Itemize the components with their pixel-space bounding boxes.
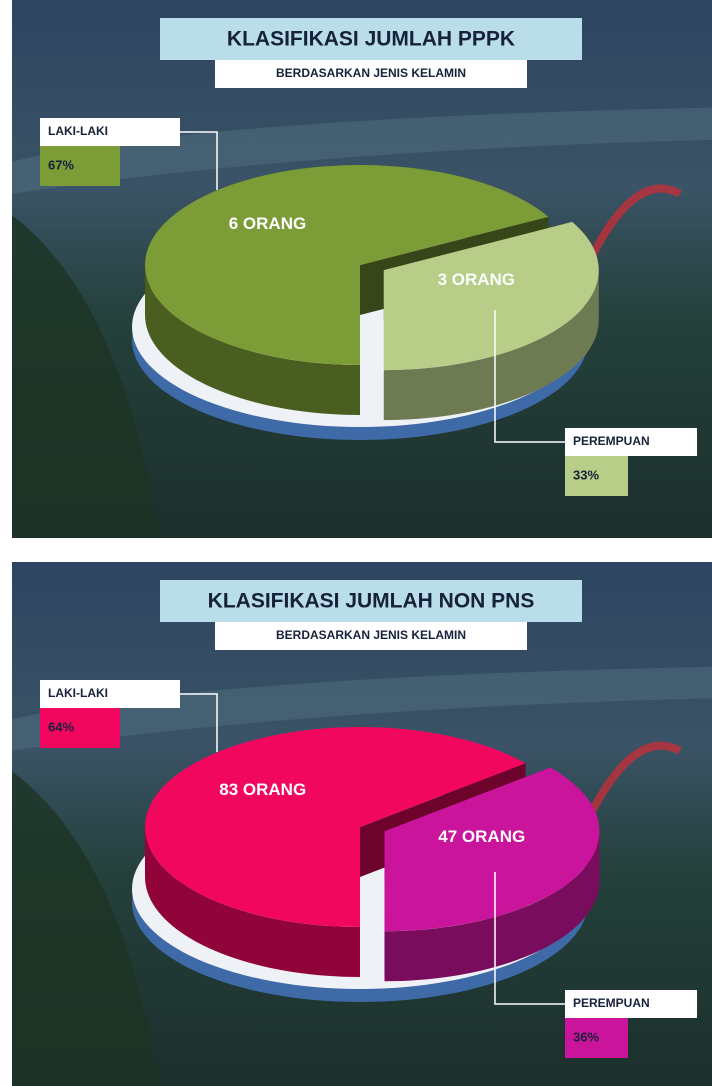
legend-name-box xyxy=(565,428,697,456)
subtitle-box xyxy=(215,622,527,650)
slice xyxy=(145,164,549,365)
legend-name-box xyxy=(40,680,180,708)
count-label: 3 ORANG xyxy=(438,270,515,289)
legend-name: PEREMPUAN xyxy=(573,434,650,448)
legend-value-box xyxy=(40,146,120,186)
count-label: 47 ORANG xyxy=(438,827,525,846)
scenery xyxy=(12,666,712,751)
legend-value: 64% xyxy=(48,719,74,734)
legend-value: 33% xyxy=(573,467,599,482)
leader-line xyxy=(180,131,218,190)
title-box xyxy=(160,580,582,622)
slice-side xyxy=(145,265,360,415)
title: KLASIFIKASI JUMLAH NON PNS xyxy=(208,590,535,613)
subtitle: BERDASARKAN JENIS KELAMIN xyxy=(276,628,466,642)
slice-side xyxy=(383,270,599,421)
leader-line xyxy=(494,310,565,443)
subtitle: BERDASARKAN JENIS KELAMIN xyxy=(276,66,466,80)
title-box xyxy=(160,18,582,60)
legend-name: LAKI-LAKI xyxy=(48,124,108,138)
legend-name: PEREMPUAN xyxy=(573,996,650,1010)
scenery xyxy=(12,215,160,538)
count-label: 83 ORANG xyxy=(219,780,306,799)
legend-name-box xyxy=(565,990,697,1018)
count-label: 6 ORANG xyxy=(229,214,306,233)
title: KLASIFIKASI JUMLAH PPPK xyxy=(227,28,515,51)
legend-value-box xyxy=(565,456,628,496)
legend-value-box xyxy=(40,708,120,748)
slice xyxy=(384,767,600,932)
scenery xyxy=(12,771,160,1086)
legend-value: 67% xyxy=(48,157,74,172)
slice xyxy=(144,727,526,927)
leader-line xyxy=(180,693,218,752)
legend-name-box xyxy=(40,118,180,146)
leader-line xyxy=(494,872,565,1005)
chart: KLASIFIKASI JUMLAH NON PNS BERDASARKAN JE… xyxy=(12,562,712,1086)
subtitle-box xyxy=(215,60,527,88)
chart: KLASIFIKASI JUMLAH PPPK BERDASARKAN JENIS… xyxy=(12,0,712,538)
slice-side xyxy=(384,831,600,982)
slice xyxy=(383,221,599,371)
legend-value-box xyxy=(565,1018,628,1058)
slice-side xyxy=(145,827,360,977)
legend-value: 36% xyxy=(573,1029,599,1044)
scenery xyxy=(12,107,712,194)
legend-name: LAKI-LAKI xyxy=(48,686,108,700)
